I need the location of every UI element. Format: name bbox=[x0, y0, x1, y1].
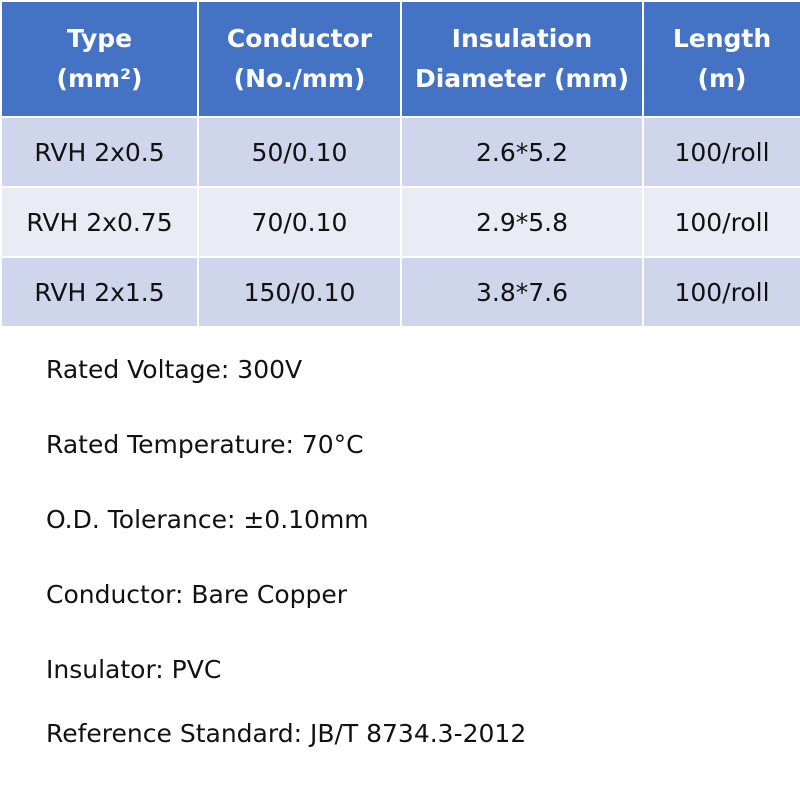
table-cell: 100/roll bbox=[642, 186, 800, 258]
table-cell: 150/0.10 bbox=[197, 256, 402, 328]
table-cell: 2.9*5.8 bbox=[400, 186, 644, 258]
spec-line: Rated Voltage: 300V bbox=[46, 355, 303, 384]
table-row: RVH 2x1.5 150/0.10 3.8*7.6 100/roll bbox=[0, 256, 800, 328]
header-row: Type (mm²) Conductor (No./mm) Insulation Diam… bbox=[0, 0, 800, 118]
header-line: Conductor bbox=[226, 24, 373, 53]
header-cell: Conductor (No./mm) bbox=[197, 0, 402, 118]
table-cell: 2.6*5.2 bbox=[400, 116, 644, 188]
header-line: (No./mm) bbox=[233, 64, 366, 93]
header-line: (mm²) bbox=[56, 64, 143, 93]
table-cell: 70/0.10 bbox=[197, 186, 402, 258]
table-cell: RVH 2x1.5 bbox=[0, 256, 199, 328]
header-cell: Insulation Diameter (mm) bbox=[400, 0, 644, 118]
header-line: Diameter (mm) bbox=[414, 64, 630, 93]
table-cell: RVH 2x0.5 bbox=[0, 116, 199, 188]
header-line: Type bbox=[66, 24, 133, 53]
table-row: RVH 2x0.75 70/0.10 2.9*5.8 100/roll bbox=[0, 186, 800, 258]
spec-line: Reference Standard: JB/T 8734.3-2012 bbox=[46, 719, 527, 748]
table-cell: RVH 2x0.75 bbox=[0, 186, 199, 258]
table-cell: 100/roll bbox=[642, 116, 800, 188]
spec-table: Type (mm²) Conductor (No./mm) Insulation Diam… bbox=[0, 0, 800, 328]
page: Type (mm²) Conductor (No./mm) Insulation Diam… bbox=[0, 0, 800, 748]
header-line: (m) bbox=[697, 64, 747, 93]
table-cell: 50/0.10 bbox=[197, 116, 402, 188]
table-cell: 100/roll bbox=[642, 256, 800, 328]
header-line: Insulation bbox=[451, 24, 593, 53]
header-cell: Length (m) bbox=[642, 0, 800, 118]
spec-line: Conductor: Bare Copper bbox=[46, 580, 348, 609]
table-body: RVH 2x0.5 50/0.10 2.6*5.2 100/roll RVH 2x0.7… bbox=[0, 116, 800, 328]
spec-line: O.D. Tolerance: ±0.10mm bbox=[46, 505, 369, 534]
spec-line: Insulator: PVC bbox=[46, 655, 222, 684]
header-cell: Type (mm²) bbox=[0, 0, 199, 118]
header-line: Length bbox=[672, 24, 772, 53]
table-cell: 3.8*7.6 bbox=[400, 256, 644, 328]
spec-list: Rated Voltage: 300V Rated Temperature: 70… bbox=[46, 350, 526, 789]
table-row: RVH 2x0.5 50/0.10 2.6*5.2 100/roll bbox=[0, 116, 800, 188]
spec-line: Rated Temperature: 70°C bbox=[46, 430, 364, 459]
